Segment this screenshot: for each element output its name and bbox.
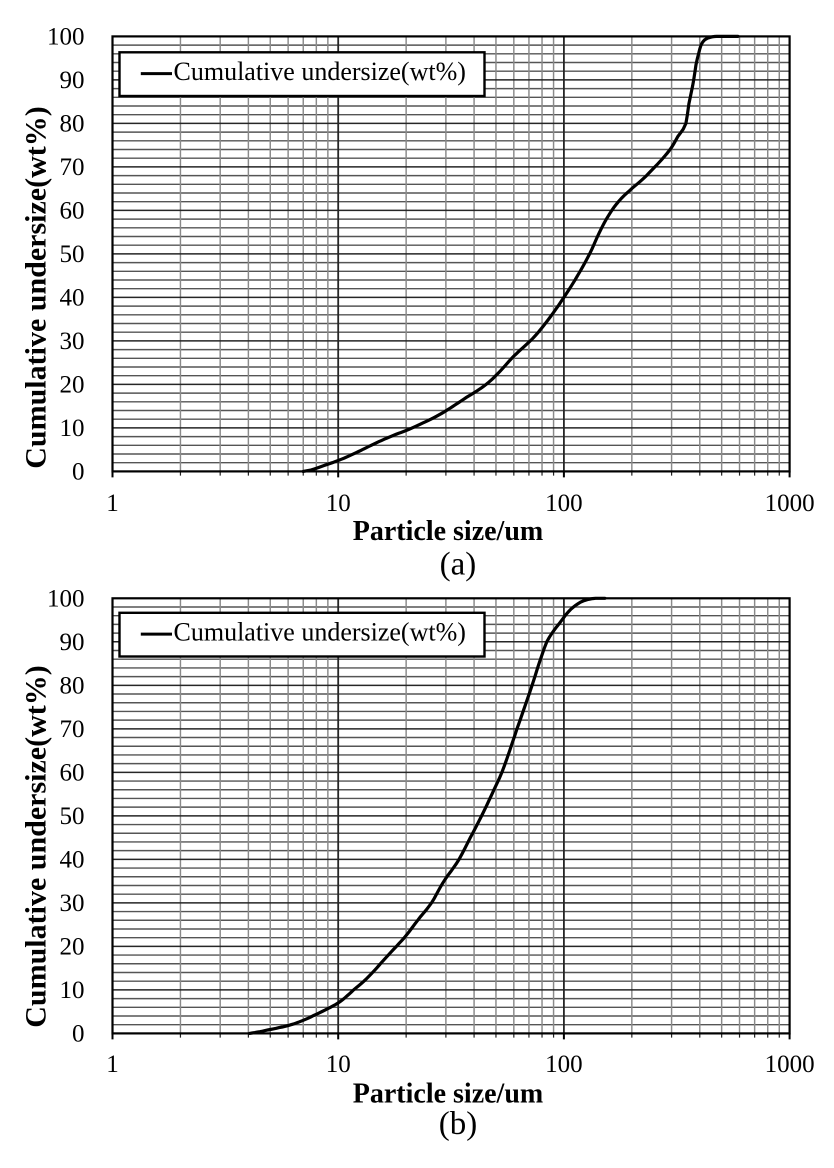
- svg-text:30: 30: [60, 328, 85, 355]
- svg-text:10: 10: [60, 977, 85, 1004]
- svg-text:1: 1: [106, 1051, 119, 1078]
- svg-text:60: 60: [60, 760, 85, 787]
- svg-text:20: 20: [60, 372, 85, 399]
- svg-text:Particle size/um: Particle size/um: [353, 1079, 543, 1110]
- svg-text:100: 100: [47, 24, 85, 51]
- svg-text:(a): (a): [440, 547, 477, 583]
- svg-text:100: 100: [47, 586, 85, 613]
- svg-text:30: 30: [60, 890, 85, 917]
- svg-text:80: 80: [60, 111, 85, 138]
- svg-text:40: 40: [60, 285, 85, 312]
- svg-text:40: 40: [60, 847, 85, 874]
- svg-text:60: 60: [60, 198, 85, 225]
- svg-text:10: 10: [326, 490, 351, 517]
- svg-text:70: 70: [60, 154, 85, 181]
- svg-text:90: 90: [60, 67, 85, 94]
- svg-text:1000: 1000: [765, 490, 815, 517]
- svg-text:70: 70: [60, 716, 85, 743]
- svg-text:20: 20: [60, 934, 85, 961]
- svg-text:0: 0: [72, 459, 85, 486]
- svg-text:0: 0: [72, 1021, 85, 1048]
- svg-text:Cumulative undersize(wt%): Cumulative undersize(wt%): [20, 106, 53, 468]
- svg-text:Particle size/um: Particle size/um: [353, 516, 543, 547]
- svg-text:90: 90: [60, 629, 85, 656]
- svg-text:1000: 1000: [765, 1051, 815, 1078]
- svg-text:80: 80: [60, 673, 85, 700]
- svg-text:Cumulative undersize(wt%): Cumulative undersize(wt%): [174, 618, 466, 647]
- svg-text:50: 50: [60, 241, 85, 268]
- svg-text:100: 100: [545, 1051, 583, 1078]
- svg-text:10: 10: [60, 415, 85, 442]
- svg-text:50: 50: [60, 803, 85, 830]
- svg-text:Cumulative undersize(wt%): Cumulative undersize(wt%): [174, 57, 466, 86]
- svg-text:Cumulative undersize(wt%): Cumulative undersize(wt%): [20, 665, 53, 1027]
- svg-text:1: 1: [106, 490, 119, 517]
- svg-text:100: 100: [545, 490, 583, 517]
- svg-text:(b): (b): [439, 1106, 477, 1142]
- svg-text:10: 10: [326, 1051, 351, 1078]
